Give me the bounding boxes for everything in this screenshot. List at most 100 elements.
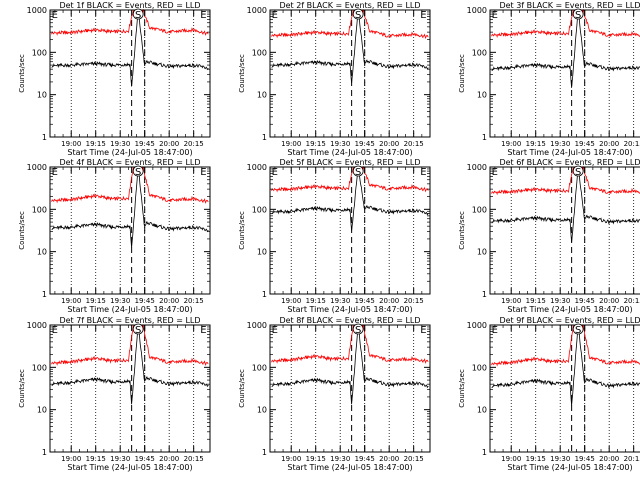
marker-label-e-start: E [52,325,58,336]
x-tick-label: 19:15 [86,140,106,148]
events-series-line [491,9,640,88]
y-tick-label: 1 [262,290,267,299]
y-axis-label: Counts/sec [458,211,466,250]
plot-frame [49,9,211,138]
panel-title: Det 9f BLACK = Events, RED = LLD [499,316,640,325]
lld-series-line [51,8,209,36]
panel-title: Det 1f BLACK = Events, RED = LLD [59,1,200,10]
y-tick-label: 10 [257,91,267,100]
y-tick-label: 1000 [467,321,487,330]
marker-circle-s [572,323,584,335]
y-tick-label: 10 [37,91,47,100]
y-tick-label: 1 [42,290,47,299]
y-axis-label: Counts/sec [458,54,466,93]
x-tick-label: 20:00 [379,140,399,148]
y-tick-label: 10 [477,248,487,257]
x-tick-label: 19:00 [61,455,81,463]
plot-frame [269,9,431,138]
marker-circle-s [572,165,584,177]
y-axis-label: Counts/sec [18,54,26,93]
panel-title: Det 7f BLACK = Events, RED = LLD [59,316,200,325]
x-tick-label: 20:15 [404,297,424,305]
plot-frame [489,324,640,453]
x-tick-label: 19:00 [501,140,521,148]
y-tick-label: 1 [482,448,487,457]
y-axis-label: Counts/sec [458,369,466,408]
marker-label-s: S [575,167,581,178]
y-tick-label: 10 [477,91,487,100]
detector-panel-4: Det 4f BLACK = Events, RED = LLD 1 10 100 10… [18,158,211,314]
marker-circle-s [132,8,144,20]
marker-label-s: S [135,10,141,21]
y-tick-label: 100 [32,363,47,372]
detector-panel-7: Det 7f BLACK = Events, RED = LLD 1 10 100 10… [18,316,211,472]
x-axis-label: Start Time (24-Jul-05 18:47:00) [67,463,192,472]
marker-label-s: S [355,10,361,21]
x-tick-label: 19:00 [61,140,81,148]
x-tick-label: 20:00 [599,297,619,305]
marker-label-e-end: E [420,167,426,178]
y-axis-label: Counts/sec [238,369,246,408]
y-tick-label: 1000 [27,163,47,172]
x-tick-label: 19:00 [61,297,81,305]
detector-panel-3: Det 3f BLACK = Events, RED = LLD 1 10 100 10… [458,1,640,157]
marker-circle-s [132,323,144,335]
marker-label-e-end: E [200,10,206,21]
detector-panel-1: Det 1f BLACK = Events, RED = LLD 1 10 100 10… [18,1,211,157]
x-tick-label: 19:30 [110,297,130,305]
lld-series-line [491,165,640,196]
x-tick-label: 19:15 [526,140,546,148]
detector-panel-5: Det 5f BLACK = Events, RED = LLD 1 10 100 10… [238,158,431,314]
x-axis-label: Start Time (24-Jul-05 18:47:00) [67,148,192,157]
x-tick-label: 19:30 [330,455,350,463]
events-series-line [491,166,640,243]
marker-label-s: S [355,325,361,336]
x-axis-label: Start Time (24-Jul-05 18:47:00) [287,463,412,472]
lld-series-line [51,166,209,204]
x-tick-label: 19:15 [306,140,326,148]
x-tick-label: 19:30 [550,140,570,148]
x-tick-label: 19:45 [135,140,155,148]
x-tick-label: 19:30 [550,297,570,305]
detector-panel-2: Det 2f BLACK = Events, RED = LLD 1 10 100 10… [238,1,431,157]
y-tick-label: 1 [42,133,47,142]
y-tick-label: 1 [482,290,487,299]
y-tick-label: 10 [257,406,267,415]
x-tick-label: 19:45 [135,455,155,463]
marker-label-e-end: E [200,167,206,178]
y-tick-label: 10 [477,406,487,415]
events-series-line [271,9,429,84]
plot-frame [269,166,431,295]
events-series-line [491,324,640,406]
y-tick-label: 1000 [247,321,267,330]
y-tick-label: 100 [472,205,487,214]
lld-series-line [271,8,429,40]
y-tick-label: 1000 [27,321,47,330]
x-tick-label: 19:45 [575,140,595,148]
marker-label-e-end: E [200,325,206,336]
y-tick-label: 1 [262,133,267,142]
x-tick-label: 20:00 [599,455,619,463]
x-axis-label: Start Time (24-Jul-05 18:47:00) [507,463,632,472]
marker-label-s: S [355,167,361,178]
x-tick-label: 20:15 [624,140,640,148]
y-axis-label: Counts/sec [18,369,26,408]
x-tick-label: 20:00 [159,297,179,305]
x-tick-label: 19:00 [281,297,301,305]
detector-panel-6: Det 6f BLACK = Events, RED = LLD 1 10 100 10… [458,158,640,314]
marker-circle-s [572,8,584,20]
marker-circle-s [352,165,364,177]
y-tick-label: 100 [252,363,267,372]
lld-series-line [491,324,640,367]
panel-title: Det 6f BLACK = Events, RED = LLD [499,158,640,167]
marker-label-e-start: E [272,325,278,336]
x-tick-label: 19:15 [306,455,326,463]
x-tick-label: 19:30 [330,297,350,305]
panel-title: Det 2f BLACK = Events, RED = LLD [279,1,420,10]
events-series-line [271,166,429,231]
y-tick-label: 1000 [467,6,487,15]
marker-label-e-end: E [420,10,426,21]
y-tick-label: 1 [262,448,267,457]
x-tick-label: 19:30 [110,140,130,148]
